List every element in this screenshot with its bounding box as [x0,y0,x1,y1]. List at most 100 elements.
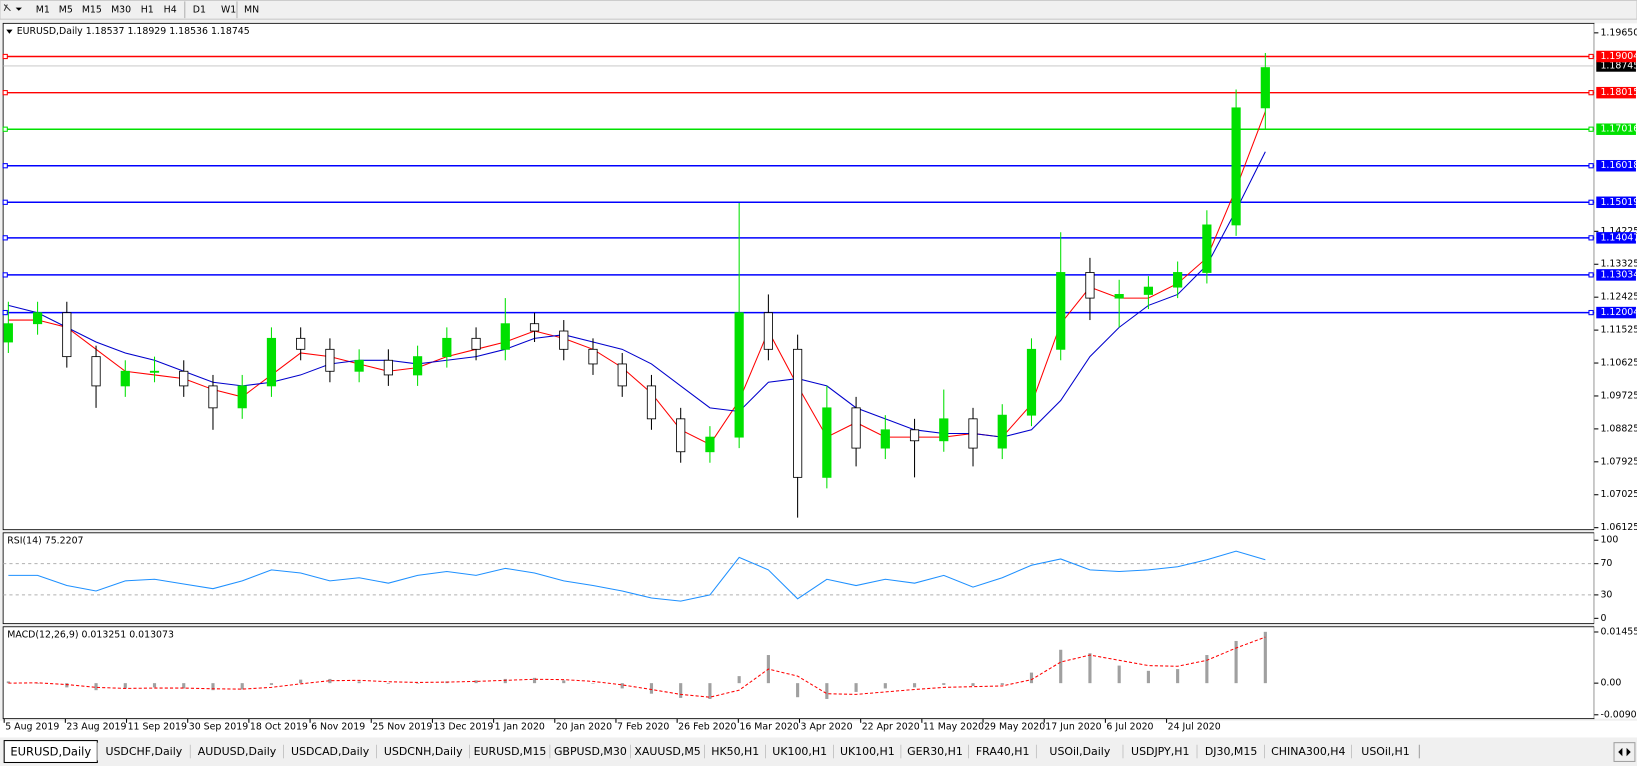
tab-label[interactable]: DJ30,M15 [1205,745,1258,758]
macd-bar [796,683,800,698]
tab[interactable] [283,742,377,761]
macd-bar [123,683,127,689]
level-handle[interactable] [2,199,8,205]
level-handle[interactable] [1588,163,1594,169]
candle-body [1143,286,1153,295]
level-handle[interactable] [2,235,8,241]
level-handle[interactable] [2,126,8,132]
tab[interactable] [97,742,191,761]
tab[interactable] [550,742,631,761]
timeframe-label[interactable]: H4 [164,4,177,15]
tab-label[interactable]: USOil,H1 [1361,745,1409,758]
toolbar-dropdown[interactable] [15,7,22,11]
level-handle[interactable] [1588,309,1594,316]
timeframe-button[interactable] [106,1,136,19]
tab-label[interactable]: UK100,H1 [840,745,895,758]
tab-label[interactable]: AUDUSD,Daily [198,745,277,758]
timeframe-label[interactable]: W1 [221,4,236,15]
tab-label[interactable]: GER30,H1 [907,745,963,758]
candle-body [880,429,890,449]
macd-bar [357,681,361,684]
tab[interactable] [376,742,470,761]
tab[interactable] [1351,742,1420,761]
macd-pane [2,626,1595,720]
tab-label[interactable]: USDJPY,H1 [1131,745,1189,758]
timeframe-label[interactable]: M15 [82,4,102,15]
tab[interactable] [901,742,969,761]
tab[interactable] [968,742,1037,761]
macd-bar [65,683,69,688]
timeframe-button[interactable] [187,1,211,19]
level-handle[interactable] [2,272,8,278]
tab-label[interactable]: EURUSD,M15 [474,745,547,758]
price-axis [1594,23,1637,719]
current-price-label: 1.18745 [1600,60,1637,71]
timeframe-button[interactable] [217,1,241,19]
timeframe-label[interactable]: H1 [141,4,154,15]
level-handle[interactable] [1588,126,1594,132]
timeframe-button[interactable] [158,1,182,19]
tab[interactable] [190,742,284,761]
level-handle[interactable] [1588,90,1594,96]
candle-body [413,356,423,376]
timeframe-button[interactable] [240,1,264,19]
timeframe-label[interactable]: M1 [36,4,50,15]
tab[interactable] [833,742,902,761]
macd-bar [1146,670,1150,684]
tab[interactable] [469,742,551,761]
timeframe-label[interactable]: D1 [193,4,206,15]
macd-bar [94,683,98,691]
candle-body [734,312,744,438]
tab-label[interactable]: CHINA300,H4 [1271,745,1345,758]
timeframe-button[interactable] [77,1,107,19]
tab[interactable] [765,742,834,761]
y-tick-label: 1.11525 [1600,325,1637,336]
tab[interactable] [1264,742,1352,761]
tab-label[interactable]: XAUUSD,M5 [634,745,700,758]
level-handle[interactable] [2,163,8,169]
macd-bar [620,683,624,689]
macd-bar [1029,672,1034,684]
level-handle[interactable] [1588,272,1594,278]
tab-label[interactable]: HK50,H1 [711,745,759,758]
tab-label[interactable]: EURUSD,Daily [10,745,91,759]
candle-body [617,363,627,387]
level-price-label: 1.14047 [1600,232,1637,243]
macd-bar [182,683,186,689]
timeframe-button[interactable] [31,1,55,19]
level-handle[interactable] [1588,235,1594,241]
level-handle[interactable] [2,90,8,96]
timeframe-label[interactable]: M30 [111,4,131,15]
tab-scroll-arrows [1618,747,1631,757]
candle-body [208,385,218,409]
timeframe-button[interactable] [135,1,159,19]
tab[interactable] [704,742,766,761]
tab[interactable] [1036,742,1124,761]
candle-body [1114,294,1124,299]
macd-bar [1176,669,1180,684]
tab[interactable] [630,742,705,761]
tab-label[interactable]: USDCHF,Daily [105,745,182,758]
candle-body [822,407,832,478]
level-handle[interactable] [1588,199,1594,205]
tab-scroll[interactable] [1613,742,1636,762]
level-handle[interactable] [1588,53,1594,60]
collapse-arrow[interactable] [6,29,13,34]
timeframe-label[interactable]: M5 [59,4,73,15]
timeframe-button[interactable] [54,1,78,19]
tab-label[interactable]: UK100,H1 [772,745,827,758]
level-handle[interactable] [2,53,8,60]
tab[interactable] [1197,742,1265,761]
tab-label[interactable]: USDCAD,Daily [291,745,370,758]
level-handle[interactable] [2,309,8,316]
tab-label[interactable]: GBPUSD,M30 [554,745,627,758]
timeframe-label[interactable]: MN [244,4,259,15]
x-tick-label: 7 Feb 2020 [617,721,669,732]
tab[interactable] [1123,742,1198,761]
macd-bar [1088,653,1092,684]
tab-label[interactable]: USOil,Daily [1049,745,1110,758]
macd-bar [1000,683,1004,685]
macd-bar [649,683,654,694]
tab-label[interactable]: USDCNH,Daily [384,745,463,758]
tab-label[interactable]: FRA40,H1 [976,745,1030,758]
